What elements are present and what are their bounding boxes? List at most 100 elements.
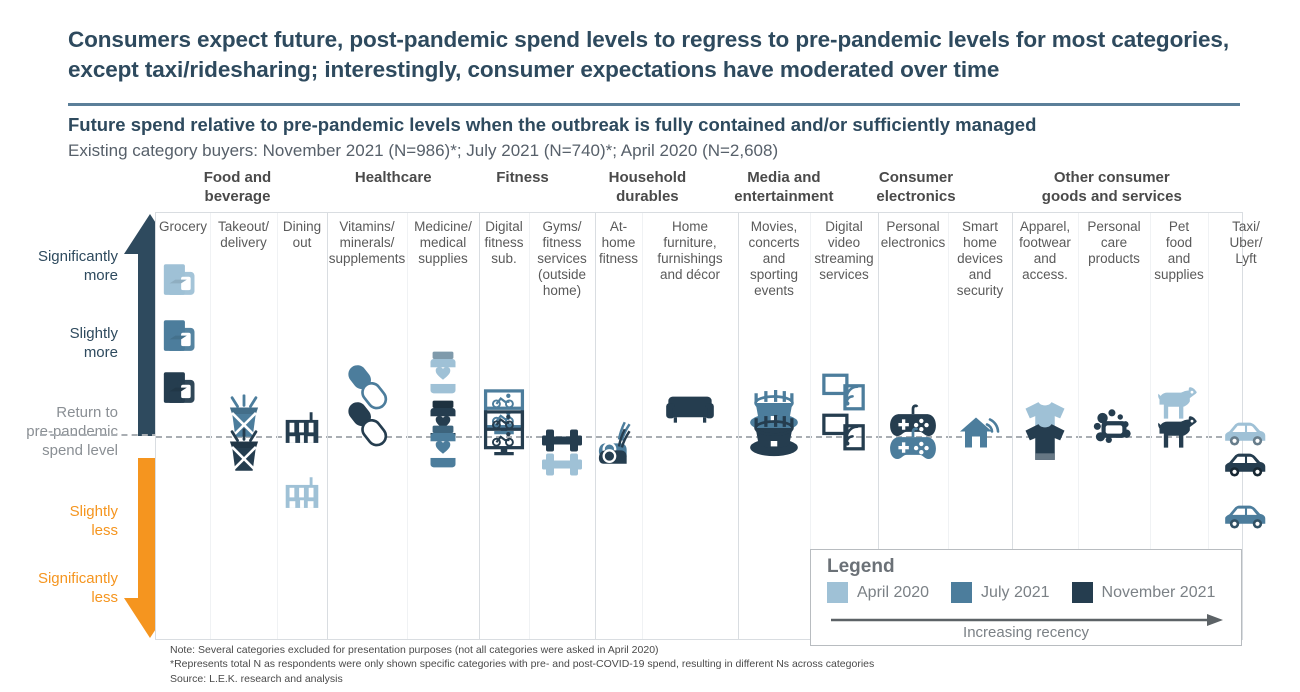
group-header-fitness: Fitness: [496, 169, 549, 186]
axis-label-significantly-less: Significantly less: [37, 570, 118, 606]
data-marker-smart-home-icon-july-2021: [956, 405, 1004, 458]
legend-label: April 2020: [857, 583, 930, 601]
group-header-consumer-electronics: Consumer electronics: [876, 169, 956, 205]
footnote-line: Source: L.E.K. research and analysis: [170, 672, 343, 685]
group-separator: [1012, 213, 1013, 639]
category-label: Dining out: [282, 219, 322, 250]
category-column-takeout-delivery: Takeout/delivery: [210, 213, 277, 639]
group-separator: [327, 213, 328, 639]
category-column-dining-out: Dining out: [277, 213, 327, 639]
category-column-at-home-fitness: At-home fitness: [595, 213, 642, 639]
category-column-digital-fitness-sub: Digital fitness sub.: [479, 213, 529, 639]
legend-item-july-2021: July 2021: [951, 582, 1050, 603]
category-label: Pet food and supplies: [1154, 219, 1204, 282]
category-column-taxi-uber-lyft: Taxi/Uber/Lyft: [1208, 213, 1284, 639]
chart-sample-note: Existing category buyers: November 2021 …: [68, 141, 779, 160]
group-header-healthcare: Healthcare: [354, 169, 432, 186]
group-header-media-and-entertainment: Media and entertainment: [734, 169, 834, 205]
category-label: Digital fitness sub.: [484, 219, 524, 266]
data-marker-restaurant-icon-april-2020: [279, 471, 325, 522]
axis-label-return-to-prepandemic: Return to pre-pandemic spend level: [26, 404, 118, 459]
legend-title: Legend: [827, 556, 895, 577]
category-column-personal-care-products: Personal care products: [1078, 213, 1150, 639]
legend-swatch: [1071, 582, 1093, 603]
group-separator: [878, 213, 879, 639]
category-label: Movies, concerts and sporting events: [748, 219, 800, 298]
column-separator: [642, 213, 643, 639]
category-group-header-row: Food and beverage Healthcare Fitness Househo…: [155, 168, 1243, 210]
data-marker-streaming-cast-icon-november-2021: [821, 409, 867, 460]
data-marker-stadium-icon-november-2021: [748, 409, 800, 466]
column-separator: [810, 213, 811, 639]
category-label: Taxi/Uber/Lyft: [1229, 219, 1263, 266]
category-column-pet-food-and-supplies: Pet food and supplies: [1150, 213, 1208, 639]
category-label: At-home fitness: [598, 219, 639, 266]
legend-items: April 2020 July 2021 November 2021: [827, 582, 1237, 603]
data-marker-tshirt-icon-november-2021: [1019, 416, 1071, 473]
spend-level-axis: [122, 212, 178, 640]
significantly-less-arrow-icon: [124, 458, 176, 638]
chart-subtitle: Future spend relative to pre-pandemic le…: [68, 114, 1037, 135]
column-separator: [1078, 213, 1079, 639]
data-marker-soap-icon-november-2021: [1089, 405, 1139, 460]
data-marker-sofa-icon-november-2021: [664, 382, 716, 439]
group-separator: [595, 213, 596, 639]
category-label: Apparel, footwear and access.: [1019, 219, 1071, 282]
category-column-home-furniture-furnishings-and-d-cor: Home furniture, furnishings and décor: [642, 213, 738, 639]
group-header-household-durables: Household durables: [608, 169, 687, 205]
data-marker-car-icon-november-2021: [1221, 440, 1271, 495]
category-label: Personal electronics: [880, 219, 946, 250]
axis-label-slightly-more: Slightly more: [69, 325, 118, 361]
column-separator: [948, 213, 949, 639]
data-marker-restaurant-icon-november-2021: [279, 407, 325, 458]
column-separator: [1208, 213, 1209, 639]
category-label: Medicine/medical supplies: [414, 219, 472, 266]
legend-label: July 2021: [981, 583, 1050, 601]
column-separator: [529, 213, 530, 639]
title-divider: [68, 103, 1240, 106]
data-marker-dumbbell-icon-november-2021: [538, 417, 586, 470]
category-column-medicine-medical-supplies: Medicine/medical supplies: [407, 213, 479, 639]
category-label: Gyms/fitness services (outside home): [537, 219, 587, 298]
footnote-line: *Represents total N as respondents were …: [170, 658, 875, 671]
axis-label-significantly-more: Significantly more: [37, 248, 118, 284]
axis-label-slightly-less: Slightly less: [69, 503, 118, 539]
category-label: Home furniture, furnishings and décor: [657, 219, 723, 282]
data-marker-pill-capsule-icon-july-2021: [338, 359, 396, 422]
baseline-extension-left: [40, 434, 158, 436]
data-marker-grocery-bag-icon-november-2021: [160, 366, 206, 417]
column-separator: [1150, 213, 1151, 639]
increasing-recency-arrow-icon: [831, 614, 1223, 626]
axis-arrows-svg: [124, 214, 176, 638]
column-separator: [210, 213, 211, 639]
category-column-movies-concerts-and-sporting-events: Movies, concerts and sporting events: [738, 213, 810, 639]
footnote-line: Note: Several categories excluded for pr…: [170, 644, 659, 656]
significantly-more-arrow-icon: [124, 214, 176, 436]
group-separator: [479, 213, 480, 639]
page-title: Consumers expect future, post-pandemic s…: [68, 27, 1229, 82]
column-separator: [407, 213, 408, 639]
group-header-other-consumer-goods-and-services: Other consumer goods and services: [1041, 169, 1182, 205]
group-separator: [738, 213, 739, 639]
data-marker-grocery-bag-icon-april-2020: [160, 259, 206, 310]
legend-caption: Increasing recency: [963, 624, 1089, 641]
category-label: Personal care products: [1087, 219, 1141, 266]
data-marker-exercise-bike-icon-november-2021: [596, 424, 642, 475]
data-marker-dog-icon-april-2020: [1153, 378, 1205, 435]
data-marker-medicine-bottle-icon-april-2020: [418, 348, 468, 403]
category-column-apparel-footwear-and-access: Apparel, footwear and access.: [1012, 213, 1078, 639]
data-marker-game-controller-icon-november-2021: [888, 398, 938, 453]
legend-box: Legend April 2020 July 2021 November 2021 …: [810, 549, 1242, 646]
data-marker-medicine-bottle-icon-july-2021: [418, 422, 468, 477]
column-separator: [277, 213, 278, 639]
data-marker-dog-icon-november-2021: [1153, 406, 1205, 463]
data-marker-grocery-bag-icon-july-2021: [160, 314, 206, 365]
group-header-food-and-beverage: Food and beverage: [203, 169, 272, 205]
category-label: Digital video streaming services: [814, 219, 874, 282]
category-column-gyms-fitness-services-outside-home: Gyms/fitness services (outside home): [529, 213, 595, 639]
data-marker-takeout-box-icon-july-2021: [218, 393, 270, 451]
category-column-digital-video-streaming-services: Digital video streaming services: [810, 213, 878, 639]
legend-item-november-2021: November 2021: [1071, 582, 1215, 603]
data-marker-streaming-cast-icon-july-2021: [821, 370, 867, 421]
category-label: Vitamins/minerals/supplements: [328, 219, 406, 266]
